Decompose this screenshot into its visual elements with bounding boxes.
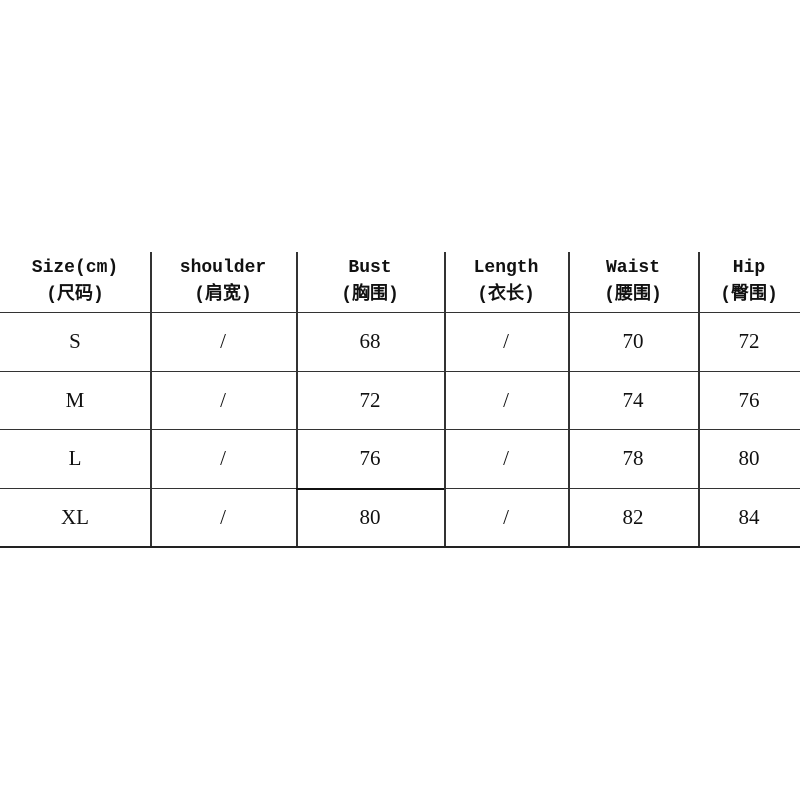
table-cell: 76 (738, 387, 760, 412)
table-cell: / (503, 387, 509, 412)
header-cell: Waist (腰围) (568, 252, 698, 312)
column-divider (150, 252, 152, 546)
header-en-label: Length (473, 258, 539, 278)
table-cell: 74 (622, 387, 644, 412)
table-cell: / (503, 446, 509, 470)
table-row: L / 76 / 78 80 (0, 429, 800, 489)
table-cell: M (65, 387, 85, 412)
header-cell: Bust (胸围) (296, 252, 444, 312)
header-row: Size(cm) (尺码) shoulder (肩宽) Bust (胸围) Length (衣… (0, 252, 800, 313)
header-en-label: shoulder (179, 258, 267, 278)
table-cell: 80 (359, 504, 381, 529)
table-cell: / (503, 329, 509, 353)
table-cell: 72 (738, 329, 760, 353)
header-cell: Length (衣长) (444, 252, 568, 312)
header-cell: shoulder (肩宽) (150, 252, 296, 312)
table-cell: 82 (622, 504, 644, 529)
header-zh-label: (肩宽) (194, 285, 252, 305)
header-zh-label: (臀围) (720, 285, 778, 305)
table-cell: 76 (359, 446, 381, 470)
table-cell: / (220, 446, 226, 470)
table-row: S / 68 / 70 72 (0, 312, 800, 372)
header-zh-label: (尺码) (46, 285, 104, 305)
table-row: XL / 80 / 82 84 (0, 488, 800, 548)
table-cell: 70 (622, 329, 644, 353)
header-zh-label: (胸围) (341, 285, 399, 305)
header-cell: Size(cm) (尺码) (0, 252, 150, 312)
header-en-label: Hip (732, 258, 766, 278)
header-en-label: Waist (605, 258, 660, 278)
table-cell: 80 (738, 446, 760, 470)
table-cell: L (68, 446, 82, 470)
column-divider (698, 252, 700, 546)
table-row: M / 72 / 74 76 (0, 371, 800, 430)
column-divider (568, 252, 570, 546)
table-cell: / (220, 329, 226, 353)
table-cell: / (220, 387, 226, 412)
table-cell: 78 (622, 446, 644, 470)
header-en-label: Size(cm) (31, 258, 119, 278)
header-cell: Hip (臀围) (698, 252, 800, 312)
table-cell: 72 (359, 387, 381, 412)
table-cell: 68 (359, 329, 381, 353)
header-en-label: Bust (348, 258, 392, 278)
row-divider (296, 488, 444, 490)
table-cell: S (69, 329, 81, 353)
table-cell: 84 (738, 504, 760, 529)
column-divider (296, 252, 298, 546)
header-zh-label: (衣长) (477, 285, 535, 305)
table-cell: / (503, 504, 509, 529)
header-zh-label: (腰围) (604, 285, 662, 305)
table-cell: / (220, 504, 226, 529)
column-divider (444, 252, 446, 546)
table-cell: XL (61, 504, 89, 529)
